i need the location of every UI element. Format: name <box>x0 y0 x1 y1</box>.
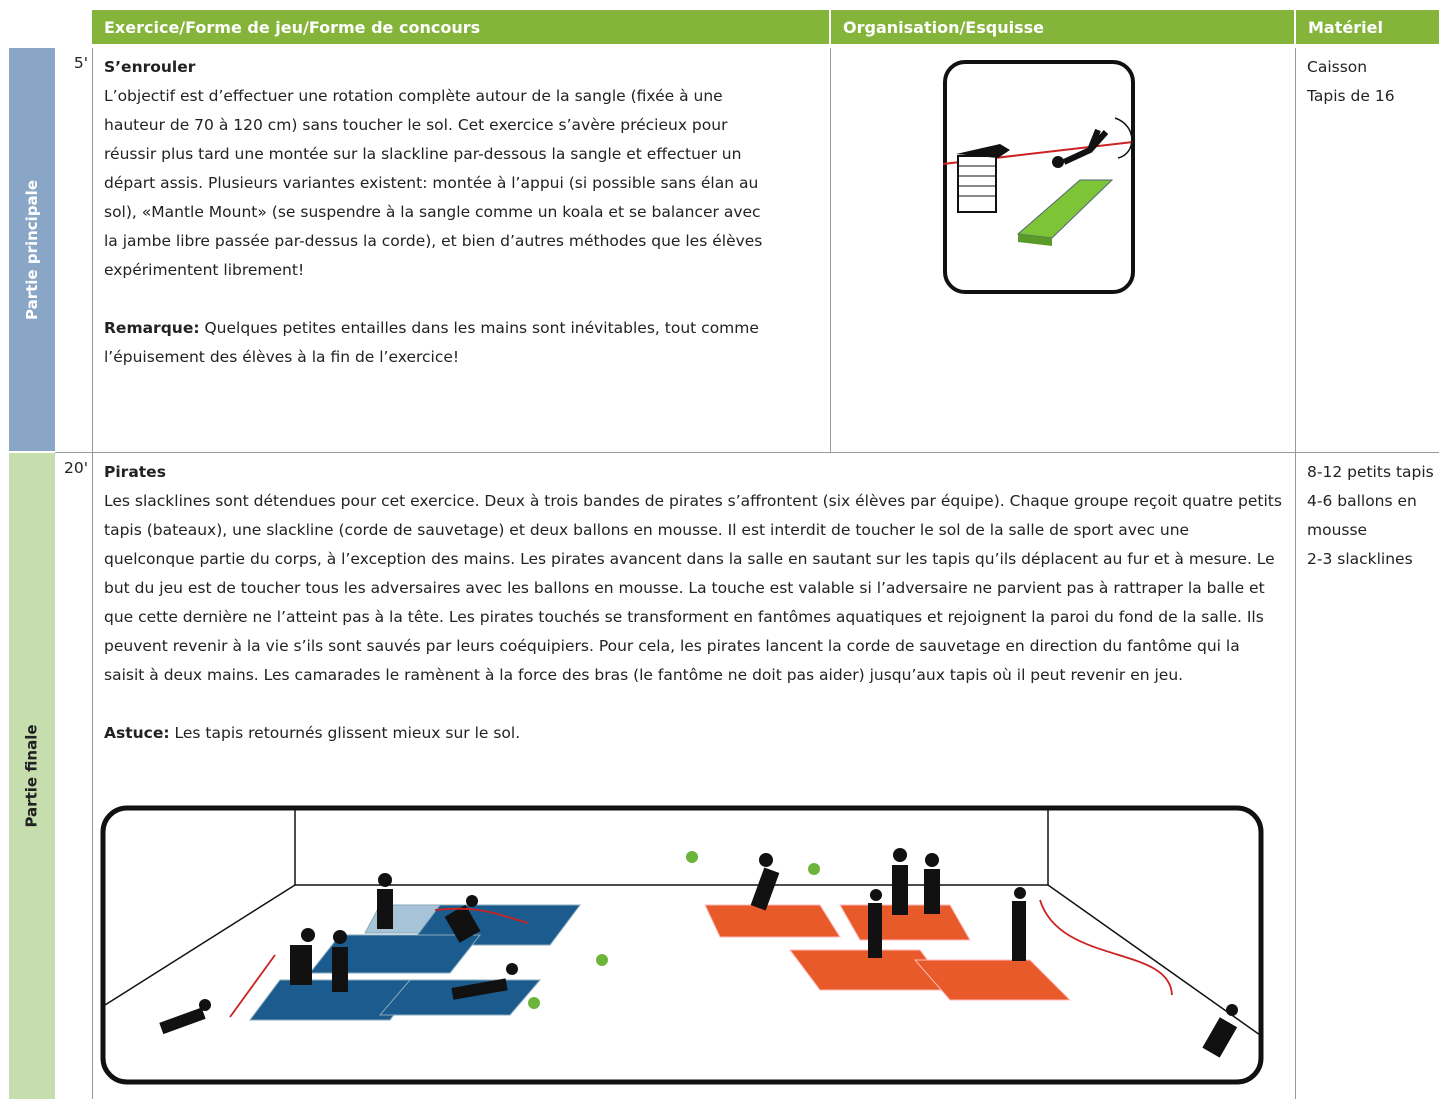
note-label: Astuce: <box>104 724 170 742</box>
sketch <box>100 805 1264 1085</box>
exercise-title: S’enrouler <box>104 58 196 76</box>
header-cell: Organisation/Esquisse <box>831 10 1294 44</box>
exercise: Pirates Les slacklines sont détendues po… <box>104 458 1284 748</box>
col-divider <box>1295 48 1296 1099</box>
duration: 20' <box>64 459 88 477</box>
material: 4-6 ballons en mousse <box>1307 492 1417 539</box>
row-divider <box>55 452 1439 453</box>
materials: Caisson Tapis de 16 <box>1307 53 1437 111</box>
note-label: Remarque: <box>104 319 200 337</box>
section-text: Partie principale <box>23 179 42 320</box>
note-text: Les tapis retournés glissent mieux sur l… <box>174 724 521 742</box>
material: 2-3 slacklines <box>1307 550 1413 568</box>
materials: 8-12 petits tapis 4-6 ballons en mousse … <box>1307 458 1437 574</box>
exercise-title: Pirates <box>104 463 166 481</box>
duration: 5' <box>73 54 88 72</box>
exercise: S’enrouler L’objectif est d’effectuer un… <box>104 53 779 372</box>
exercise-text: Les slacklines sont détendues pour cet e… <box>104 492 1282 684</box>
section-label: Partie principale <box>9 48 55 451</box>
section-label: Partie finale <box>9 453 55 1099</box>
col-divider <box>92 48 93 1099</box>
exercise-text: L’objectif est d’effectuer une rotation … <box>104 87 763 279</box>
note: Remarque: Quelques petites entailles dan… <box>104 314 779 372</box>
section-text: Partie finale <box>23 724 41 828</box>
header-cell: Exercice/Forme de jeu/Forme de concours <box>92 10 829 44</box>
material: 8-12 petits tapis <box>1307 463 1434 481</box>
col-divider <box>830 48 831 452</box>
sketch <box>942 60 1135 294</box>
header-cell: Matériel <box>1296 10 1439 44</box>
material: Caisson <box>1307 58 1368 76</box>
note-text: Quelques petites entailles dans les main… <box>104 319 759 366</box>
note: Astuce: Les tapis retournés glissent mie… <box>104 719 1284 748</box>
material: Tapis de 16 <box>1307 87 1395 105</box>
